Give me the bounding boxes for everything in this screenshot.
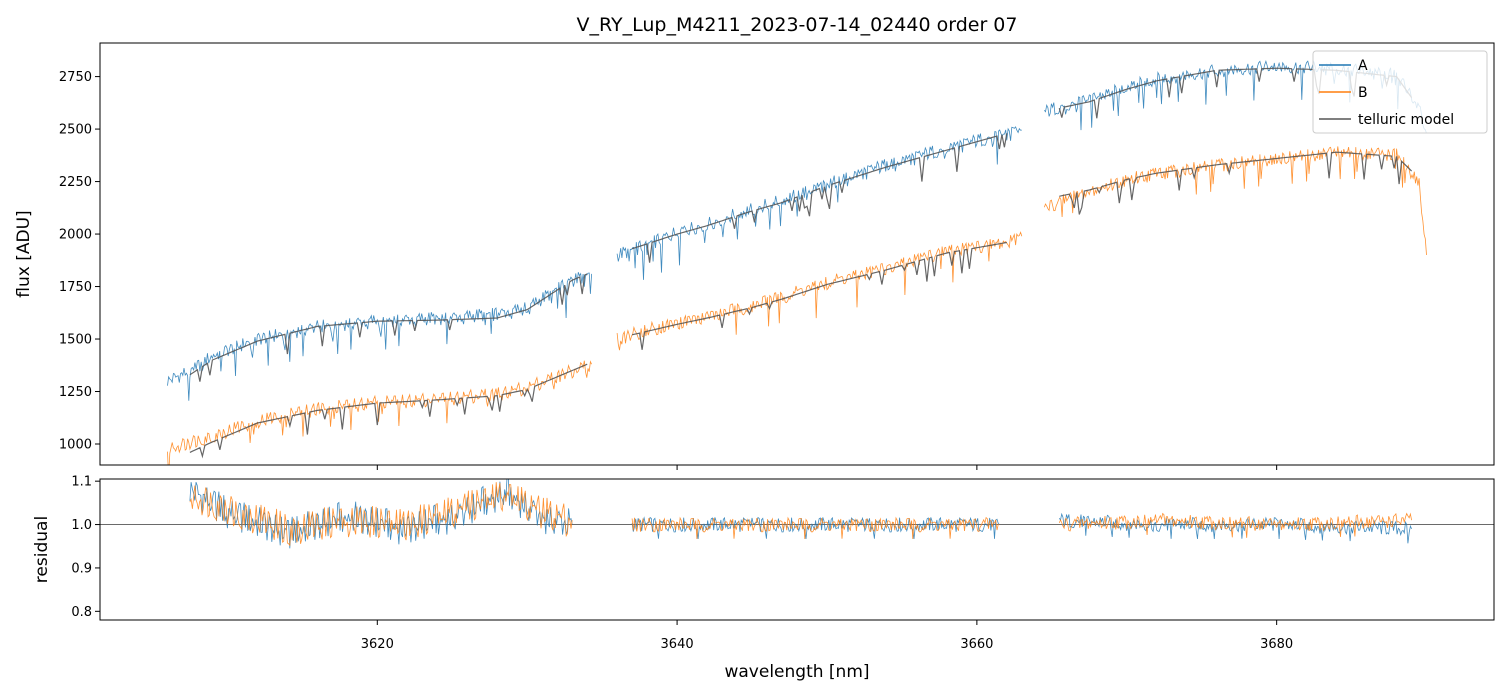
- flux-series-b-segment: [616, 231, 1023, 351]
- flux-ytick-label: 1750: [59, 280, 92, 295]
- flux-y-axis-label: flux [ADU]: [14, 210, 34, 297]
- residual-series-b-segment: [1058, 512, 1412, 538]
- legend-box: [1312, 50, 1488, 134]
- flux-ytick-label: 2500: [59, 123, 92, 138]
- flux-series-telluric-model-segment: [1059, 151, 1413, 215]
- flux-ytick-label: 2750: [59, 70, 92, 85]
- flux-series-telluric-model-segment: [189, 273, 588, 382]
- flux-series-a-segment: [167, 272, 592, 401]
- x-tick-label: 3620: [361, 637, 394, 652]
- flux-plot-area: [167, 60, 1427, 465]
- x-tick-label: 3640: [661, 637, 694, 652]
- residual-y-axis-label: residual: [32, 516, 52, 583]
- flux-panel: 1000 1250 1500 1750 2000 2250 2500 2750 flux [AD…: [14, 42, 1495, 470]
- residual-series-a-segment: [1058, 512, 1412, 544]
- residual-ytick-label: 0.9: [71, 561, 92, 576]
- flux-series-a-segment: [616, 126, 1022, 280]
- residual-ytick-label: 1.0: [71, 518, 92, 533]
- flux-ytick-label: 1000: [59, 438, 92, 453]
- flux-series-b-segment: [1043, 146, 1427, 256]
- flux-frame: [99, 42, 1495, 466]
- legend-label: A: [1358, 58, 1368, 74]
- x-tick-label: 3680: [1260, 637, 1293, 652]
- residual-ytick-label: 0.8: [71, 605, 92, 620]
- residual-series-b-segment: [189, 482, 573, 547]
- residual-plot-area: [100, 479, 1494, 549]
- residual-panel: 0.8 0.9 1.0 1.1 residual 3620 3640 3660 3680: [32, 475, 1495, 652]
- flux-series-b-segment: [167, 360, 592, 465]
- x-tick-label: 3660: [960, 637, 993, 652]
- flux-series-telluric-model-segment: [189, 363, 588, 459]
- flux-series-telluric-model-segment: [631, 133, 1008, 263]
- legend-label: B: [1358, 85, 1368, 101]
- flux-series-telluric-model-segment: [631, 241, 1007, 350]
- residual-ytick-label: 1.1: [71, 475, 92, 490]
- flux-ytick-label: 1250: [59, 385, 92, 400]
- residual-series-a-segment: [189, 479, 573, 549]
- flux-ytick-label: 2000: [59, 228, 92, 243]
- flux-ytick-label: 2250: [59, 175, 92, 190]
- legend-label: telluric model: [1358, 112, 1454, 128]
- x-axis-label: wavelength [nm]: [724, 662, 869, 682]
- residual-series-b-segment: [631, 516, 1000, 540]
- flux-ytick-label: 1500: [59, 333, 92, 348]
- chart-title: V_RY_Lup_M4211_2023-07-14_02440 order 07: [577, 14, 1018, 36]
- residual-frame: [99, 478, 1495, 621]
